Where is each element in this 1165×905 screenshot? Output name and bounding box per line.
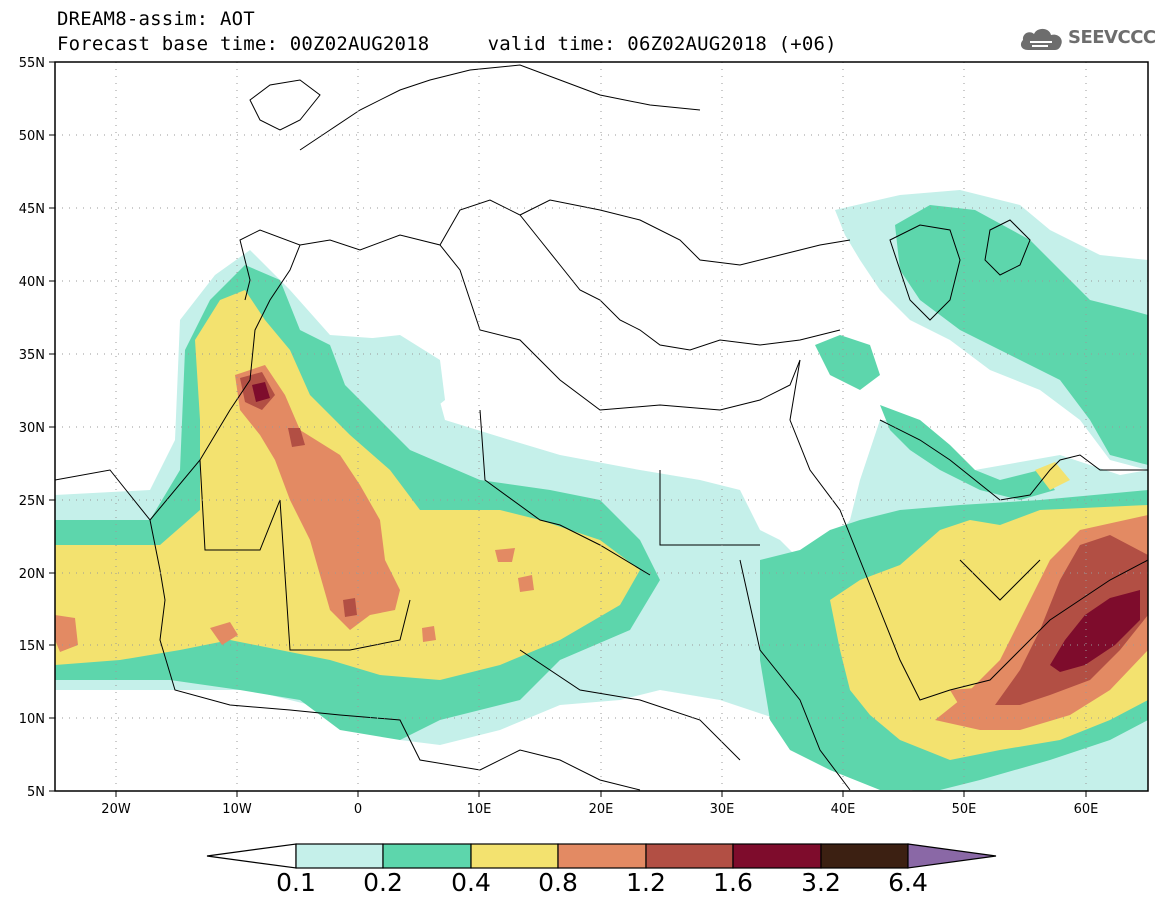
lat-label-20n: 20N xyxy=(19,567,45,582)
lon-label-60e: 60E xyxy=(1074,802,1099,817)
colorbar-label-1.6: 1.6 xyxy=(713,868,753,897)
logo-text: SEEVCCC xyxy=(1068,27,1156,48)
lon-labels: 20W 10W 0 10E 20E 30E 40E 50E 60E xyxy=(101,802,1098,817)
map-title: DREAM8-assim: AOT xyxy=(57,8,255,30)
lat-label-50n: 50N xyxy=(19,129,45,144)
lon-label-50e: 50E xyxy=(952,802,977,817)
colorbar-label-6.4: 6.4 xyxy=(888,868,928,897)
seevccc-logo: SEEVCCC xyxy=(1018,24,1156,54)
lat-label-45n: 45N xyxy=(19,202,45,217)
colorbar-label-0.8: 0.8 xyxy=(538,868,578,897)
colorbar-swatch-4 xyxy=(557,843,647,869)
colorbar-arrow-high xyxy=(907,843,997,869)
colorbar-label-0.1: 0.1 xyxy=(276,868,316,897)
colorbar xyxy=(206,843,997,869)
lon-label-10w: 10W xyxy=(222,802,252,817)
lat-label-10n: 10N xyxy=(19,712,45,727)
colorbar-label-0.4: 0.4 xyxy=(451,868,491,897)
lon-label-30e: 30E xyxy=(710,802,735,817)
lat-label-5n: 5N xyxy=(27,785,45,800)
colorbar-label-0.2: 0.2 xyxy=(363,868,403,897)
aot-band-1.6-3.2 xyxy=(252,382,1140,672)
lon-label-0: 0 xyxy=(354,802,362,817)
lat-label-15n: 15N xyxy=(19,639,45,654)
lat-label-30n: 30N xyxy=(19,421,45,436)
colorbar-swatch-5 xyxy=(645,843,734,869)
lat-label-25n: 25N xyxy=(19,494,45,509)
colorbar-swatch-1 xyxy=(295,843,384,869)
colorbar-label-3.2: 3.2 xyxy=(801,868,841,897)
graticule xyxy=(55,62,1148,791)
colorbar-swatch-6 xyxy=(732,843,822,869)
forecast-time-line: Forecast base time: 00Z02AUG2018 valid t… xyxy=(57,33,837,55)
colorbar-swatch-2 xyxy=(382,843,472,869)
coastlines xyxy=(55,64,1148,791)
colorbar-swatch-3 xyxy=(470,843,559,869)
cloud-icon xyxy=(1020,28,1062,50)
lat-label-40n: 40N xyxy=(19,275,45,290)
lat-labels: 55N 50N 45N 40N 35N 30N 25N 20N 15N 10N … xyxy=(19,56,45,800)
lon-label-40e: 40E xyxy=(831,802,856,817)
lat-label-35n: 35N xyxy=(19,348,45,363)
colorbar-label-1.2: 1.2 xyxy=(626,868,666,897)
lat-label-55n: 55N xyxy=(19,56,45,71)
lon-label-20w: 20W xyxy=(101,802,131,817)
tick-marks xyxy=(49,61,1087,797)
colorbar-arrow-low xyxy=(206,843,297,869)
lon-label-10e: 10E xyxy=(467,802,492,817)
lon-label-20e: 20E xyxy=(589,802,614,817)
colorbar-swatch-7 xyxy=(820,843,909,869)
aot-field xyxy=(55,190,1148,791)
